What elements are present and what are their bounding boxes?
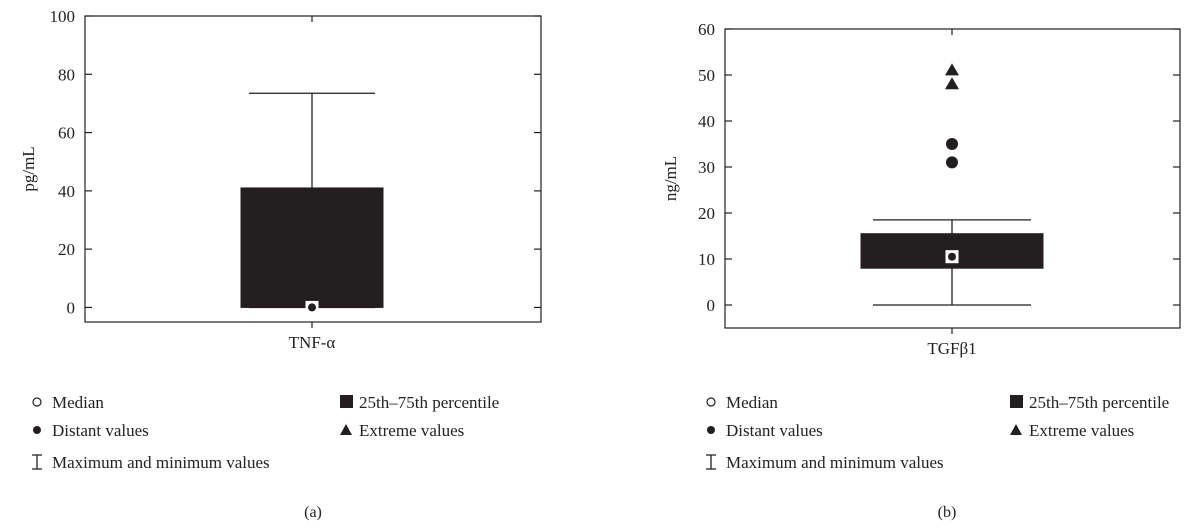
- legend-range-icon: [706, 454, 716, 470]
- legend-extreme-icon: [1010, 424, 1022, 435]
- y-tick-label: 20: [58, 240, 75, 259]
- legend-distant-label: Distant values: [52, 421, 149, 440]
- iqr-box: [240, 187, 384, 308]
- y-tick-label: 60: [698, 20, 715, 39]
- y-tick-label: 100: [50, 7, 76, 26]
- chart-panel-a: 0 20 40 60 80 100 pg/mL TNF-α Median 25th–75th pe…: [19, 7, 542, 521]
- legend-percentile-label: 25th–75th percentile: [1029, 393, 1169, 412]
- legend-median-label: Median: [52, 393, 104, 412]
- y-tick-label: 0: [707, 296, 716, 315]
- y-tick-label: 10: [698, 250, 715, 269]
- legend-percentile-icon: [1010, 395, 1023, 408]
- legend: Median 25th–75th percentile Distant values…: [32, 393, 499, 472]
- median-dot: [948, 252, 956, 261]
- y-tick-label: 0: [67, 298, 76, 317]
- panel-label: (b): [938, 504, 957, 521]
- legend-range-icon: [32, 454, 42, 470]
- x-category-label: TGFβ1: [927, 339, 976, 358]
- y-tick-label: 20: [698, 204, 715, 223]
- legend-percentile-icon: [340, 395, 353, 408]
- legend-extreme-icon: [340, 424, 352, 435]
- panel-label: (a): [304, 504, 322, 521]
- y-tick-label: 40: [698, 112, 715, 131]
- y-tick-label: 60: [58, 124, 75, 143]
- legend: Median 25th–75th percentile Distant values…: [706, 393, 1169, 472]
- x-category-label: TNF-α: [289, 333, 336, 352]
- y-tick-label: 50: [698, 66, 715, 85]
- extreme-value-point: [945, 77, 959, 90]
- y-axis-label: pg/mL: [19, 146, 38, 191]
- legend-distant-label: Distant values: [726, 421, 823, 440]
- extreme-value-point: [945, 63, 959, 76]
- plot-frame: [84, 15, 542, 323]
- legend-range-label: Maximum and minimum values: [52, 453, 270, 472]
- legend-range-label: Maximum and minimum values: [726, 453, 944, 472]
- distant-value-point: [946, 138, 958, 150]
- legend-distant-icon: [707, 426, 715, 434]
- legend-median-icon: [32, 397, 42, 407]
- legend-median-icon: [706, 397, 716, 407]
- y-tick-label: 80: [58, 65, 75, 84]
- distant-value-point: [946, 156, 958, 169]
- y-axis-label: ng/mL: [661, 156, 680, 201]
- legend-extreme-label: Extreme values: [1029, 421, 1134, 440]
- median-dot: [308, 303, 316, 312]
- y-tick-label: 30: [698, 158, 715, 177]
- chart-panel-b: 0 10 20 30 40 50 60 ng/mL TGFβ1 Median 25th–75th p…: [661, 20, 1181, 521]
- legend-percentile-label: 25th–75th percentile: [359, 393, 499, 412]
- legend-extreme-label: Extreme values: [359, 421, 464, 440]
- y-tick-label: 40: [58, 182, 75, 201]
- legend-distant-icon: [33, 426, 41, 434]
- legend-median-label: Median: [726, 393, 778, 412]
